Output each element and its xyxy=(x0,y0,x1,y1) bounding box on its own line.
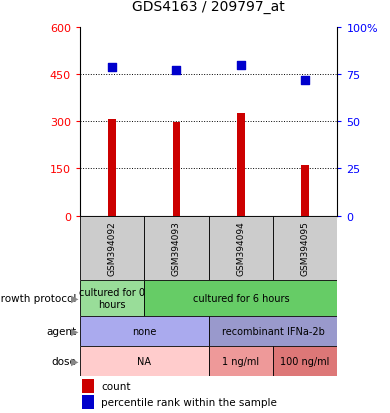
Text: GSM394095: GSM394095 xyxy=(301,221,310,275)
Bar xyxy=(209,346,273,376)
Point xyxy=(238,62,244,69)
Point xyxy=(302,77,308,84)
Text: GSM394092: GSM394092 xyxy=(108,221,117,275)
Point xyxy=(174,68,180,75)
Text: ▶: ▶ xyxy=(71,293,78,303)
Point xyxy=(109,64,115,71)
Text: percentile rank within the sample: percentile rank within the sample xyxy=(101,397,277,407)
Bar xyxy=(82,379,94,393)
Bar xyxy=(209,316,337,346)
Text: cultured for 6 hours: cultured for 6 hours xyxy=(193,293,289,303)
Bar xyxy=(209,216,273,280)
Bar xyxy=(82,395,94,409)
Bar xyxy=(273,346,337,376)
Text: 100 ng/ml: 100 ng/ml xyxy=(280,356,330,366)
Bar xyxy=(237,114,245,216)
Text: GSM394094: GSM394094 xyxy=(236,221,245,275)
Text: ▶: ▶ xyxy=(71,356,78,366)
Bar xyxy=(80,346,209,376)
Text: 1 ng/ml: 1 ng/ml xyxy=(222,356,259,366)
Bar xyxy=(144,280,337,316)
Text: GSM394093: GSM394093 xyxy=(172,221,181,275)
Text: recombinant IFNa-2b: recombinant IFNa-2b xyxy=(222,326,324,336)
Text: ▶: ▶ xyxy=(71,326,78,336)
Text: GDS4163 / 209797_at: GDS4163 / 209797_at xyxy=(132,0,285,14)
Bar xyxy=(80,280,144,316)
Text: NA: NA xyxy=(137,356,151,366)
Text: growth protocol: growth protocol xyxy=(0,293,76,303)
Bar xyxy=(108,119,116,216)
Bar xyxy=(273,216,337,280)
Text: dose: dose xyxy=(51,356,76,366)
Bar xyxy=(173,123,180,216)
Bar xyxy=(144,216,209,280)
Text: count: count xyxy=(101,381,131,391)
Text: agent: agent xyxy=(46,326,76,336)
Text: cultured for 0
hours: cultured for 0 hours xyxy=(79,287,145,309)
Bar xyxy=(80,216,144,280)
Bar xyxy=(80,316,209,346)
Bar xyxy=(301,165,309,216)
Text: none: none xyxy=(132,326,156,336)
